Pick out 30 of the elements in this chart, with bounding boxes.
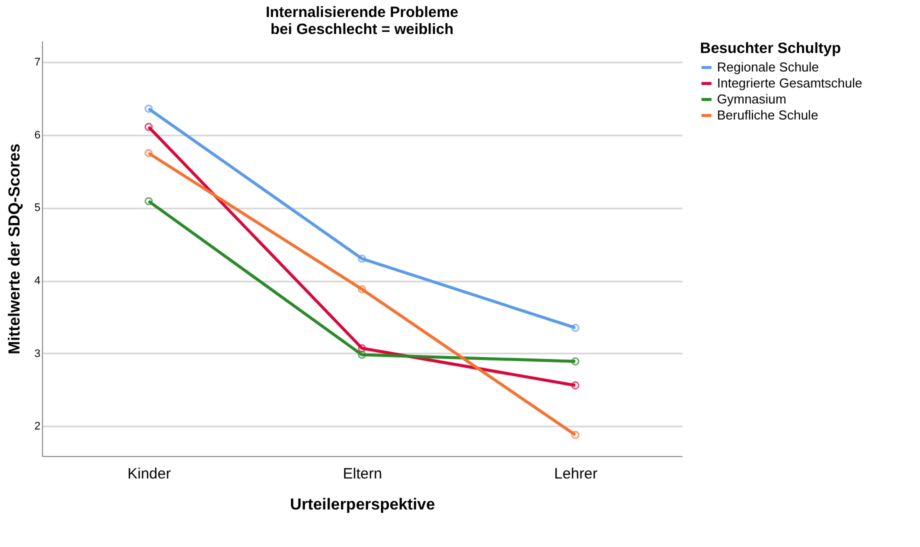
- y-tick-label: 3: [34, 348, 40, 360]
- text: Internalisierende Probleme: [266, 4, 458, 21]
- y-tick-label: 4: [34, 275, 40, 288]
- point: [358, 344, 366, 352]
- point: [144, 104, 153, 113]
- point: [358, 285, 366, 294]
- point: [571, 430, 580, 439]
- legend-title: Besuchter Schultyp: [700, 40, 841, 57]
- point: [144, 122, 153, 132]
- point: [144, 197, 153, 206]
- y-tick-label: 2: [34, 420, 40, 433]
- y-tick-label: 5: [34, 202, 40, 214]
- x-axis-title: Urteilerperspektive: [290, 496, 436, 514]
- text: bei Geschlecht = weiblich: [270, 21, 454, 38]
- point: [144, 149, 153, 158]
- point: [571, 324, 580, 332]
- point: [358, 254, 366, 263]
- y-tick-label: 7: [34, 56, 40, 69]
- legend-label: Gymnasium: [717, 92, 786, 106]
- x-tick-label: Lehrer: [554, 466, 598, 482]
- point: [571, 381, 580, 390]
- point: [358, 350, 366, 359]
- legend-label: Regionale Schule: [717, 60, 819, 74]
- y-axis-title: Mittelwerte der SDQ-Scores: [6, 144, 24, 354]
- legend-label: Integrierte Gesamtschule: [717, 76, 862, 90]
- y-tick-label: 6: [34, 129, 40, 142]
- legend-label: Berufliche Schule: [717, 108, 818, 122]
- point: [571, 357, 580, 366]
- x-tick-label: Eltern: [342, 466, 382, 482]
- x-tick-label: Kinder: [127, 466, 171, 482]
